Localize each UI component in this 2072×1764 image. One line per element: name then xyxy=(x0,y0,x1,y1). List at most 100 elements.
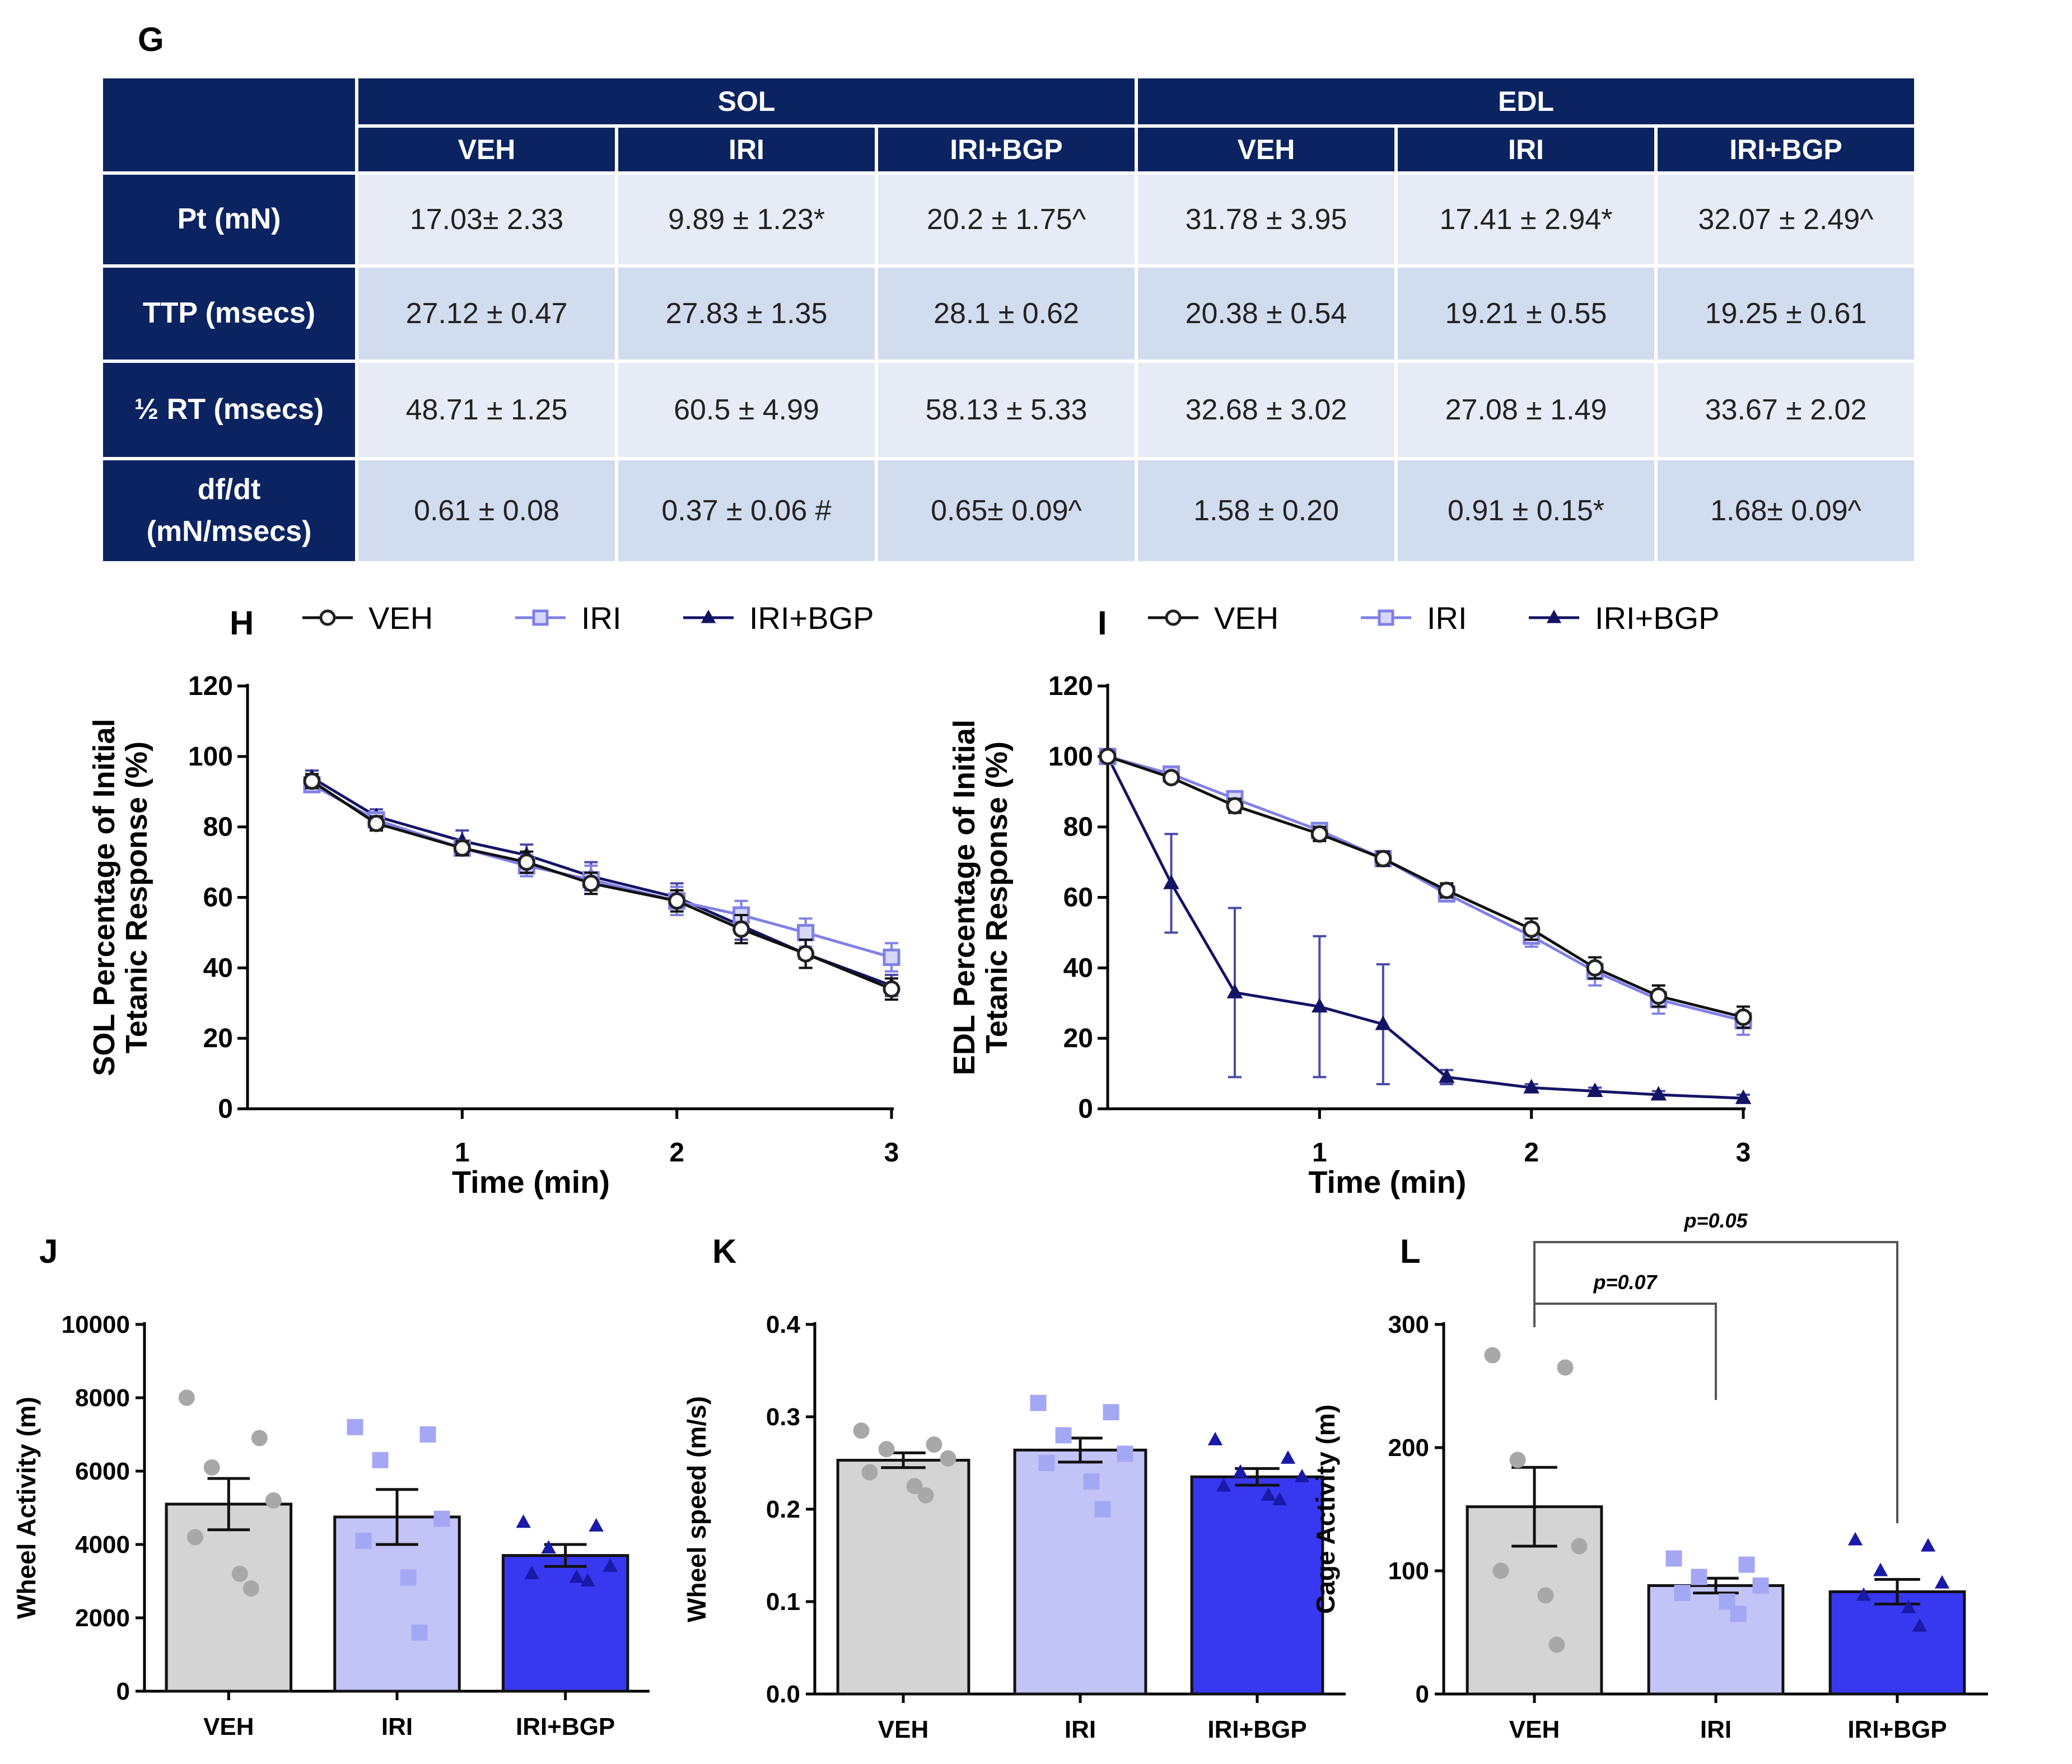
data-point xyxy=(1055,1427,1072,1444)
data-point xyxy=(1375,1015,1392,1030)
y-tick-label: 120 xyxy=(188,671,233,701)
table-cell: 0.65± 0.09^ xyxy=(878,460,1135,561)
table-cell: 0.37 ± 0.06 # xyxy=(618,460,875,561)
series-line xyxy=(1107,755,1744,1023)
data-point xyxy=(582,874,600,892)
data-point xyxy=(926,1436,942,1453)
panel-label-k: K xyxy=(712,1233,737,1270)
legend-label: IRI+BGP xyxy=(1595,600,1720,636)
significance-label: p=0.07 xyxy=(1593,1271,1658,1294)
data-point xyxy=(453,839,471,857)
data-point xyxy=(1523,920,1541,938)
data-point xyxy=(186,1529,203,1546)
table-cell: 27.83 ± 1.35 xyxy=(618,268,875,360)
legend-entry: IRI xyxy=(1361,600,1467,636)
y-tick-label: 100 xyxy=(1048,742,1093,772)
bar-chart-k: 0.0 0.1 0.2 0.3 0.4 Wheel speed (m/s) VEH IRI IR… xyxy=(682,1311,1346,1743)
table-cell: 27.12 ± 0.47 xyxy=(358,268,615,360)
data-point xyxy=(940,1450,956,1467)
table-row: TTP (msecs) 27.12 ± 0.47 27.83 ± 1.35 28… xyxy=(103,268,1914,360)
data-point xyxy=(1484,1347,1501,1364)
table-cell: 19.25 ± 0.61 xyxy=(1658,268,1914,360)
data-point xyxy=(580,1573,595,1587)
table-cell: 27.08 ± 1.49 xyxy=(1398,363,1654,457)
legend-marker xyxy=(532,609,549,626)
y-tick-label: 4000 xyxy=(75,1531,130,1558)
data-point xyxy=(517,853,535,871)
data-point xyxy=(1226,797,1244,815)
data-point xyxy=(1438,881,1455,899)
data-point xyxy=(1030,1394,1047,1411)
x-axis-label: Time (min) xyxy=(452,1164,610,1200)
data-point xyxy=(1099,748,1117,766)
bar xyxy=(1190,1475,1324,1696)
x-tick-label: VEH xyxy=(878,1716,928,1743)
data-point xyxy=(1665,1550,1682,1567)
data-point xyxy=(178,1389,195,1406)
data-point xyxy=(1650,987,1668,1005)
table-cell: 32.07 ± 2.49^ xyxy=(1658,175,1914,264)
table-cell: 33.67 ± 2.02 xyxy=(1658,363,1914,457)
data-point xyxy=(1207,1431,1223,1445)
row-header: ½ RT (msecs) xyxy=(103,363,355,457)
table-cell: 20.38 ± 0.54 xyxy=(1138,268,1394,360)
legend-entry: VEH xyxy=(1148,600,1278,636)
y-tick-label: 60 xyxy=(203,883,233,913)
legend-entry: IRI+BGP xyxy=(1529,600,1720,636)
bar xyxy=(501,1554,629,1693)
legend-marker xyxy=(1378,609,1394,626)
y-tick-label: 0 xyxy=(1078,1094,1093,1124)
legend-label: VEH xyxy=(368,600,433,636)
data-point xyxy=(1523,1079,1539,1094)
y-axis-label: EDL Percentage of Initial xyxy=(948,720,981,1075)
x-tick-label: IRI xyxy=(381,1713,413,1740)
data-point xyxy=(1586,959,1604,977)
data-point xyxy=(1920,1538,1936,1552)
data-point xyxy=(668,892,686,910)
legend-label: IRI xyxy=(1427,600,1467,636)
data-point xyxy=(1901,1599,1916,1613)
data-point xyxy=(347,1418,363,1435)
data-point xyxy=(917,1487,934,1504)
data-point xyxy=(411,1624,428,1641)
column-header: IRI xyxy=(1398,128,1654,171)
row-header: TTP (msecs) xyxy=(103,268,355,360)
data-point xyxy=(878,1441,895,1458)
data-point xyxy=(797,945,815,963)
data-point xyxy=(861,1464,878,1481)
column-header: VEH xyxy=(1138,128,1394,171)
y-axis-label: Wheel Activity (m) xyxy=(12,1397,41,1619)
y-tick-label: 0.0 xyxy=(766,1681,800,1708)
table-cell: 48.71 ± 1.25 xyxy=(358,363,615,457)
line-chart-i: 0 20 40 60 80 100 120 1 2 3 Time (min) EDL Percenta… xyxy=(948,600,1752,1200)
data-point xyxy=(524,1566,539,1579)
legend-marker xyxy=(1165,609,1182,626)
data-point xyxy=(1912,1618,1928,1632)
x-tick-label: VEH xyxy=(1509,1716,1560,1743)
y-tick-label: 0.4 xyxy=(766,1311,801,1338)
data-point xyxy=(1730,1606,1747,1622)
data-point xyxy=(1738,1556,1755,1573)
contractile-properties-table: SOL EDL VEH IRI IRI+BGP VEH IRI IRI+BGP … xyxy=(100,75,1917,564)
bar xyxy=(1828,1590,1966,1696)
y-tick-label: 0 xyxy=(116,1678,130,1705)
panel-label-i: I xyxy=(1098,604,1107,642)
y-axis-label: Tetanic Response (%) xyxy=(980,741,1014,1053)
data-point xyxy=(1650,1086,1667,1101)
table-cell: 0.91 ± 0.15* xyxy=(1398,460,1654,561)
data-point xyxy=(251,1430,268,1446)
data-point xyxy=(1537,1587,1554,1604)
data-point xyxy=(1261,1487,1276,1501)
data-point xyxy=(1233,1464,1248,1478)
data-point xyxy=(541,1540,556,1554)
x-tick-label: 2 xyxy=(669,1138,684,1168)
significance-bracket xyxy=(1533,1303,1717,1400)
y-tick-label: 0 xyxy=(218,1094,233,1124)
data-point xyxy=(231,1565,248,1582)
y-tick-label: 80 xyxy=(203,813,233,842)
table-cell: 0.61 ± 0.08 xyxy=(358,460,615,561)
y-tick-label: 80 xyxy=(1063,813,1093,842)
series-veh xyxy=(303,772,900,1001)
panel-label-l: L xyxy=(1400,1233,1421,1270)
